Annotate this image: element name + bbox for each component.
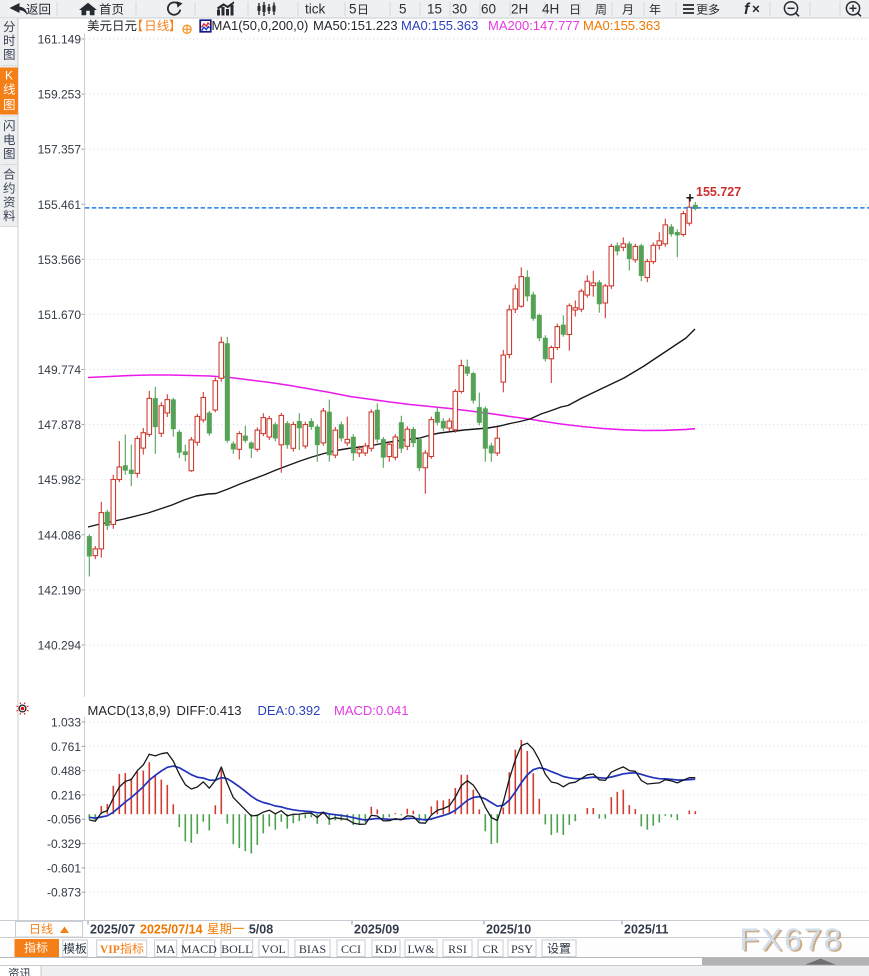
svg-text:2025/09: 2025/09 [354, 923, 399, 937]
svg-text:161.149: 161.149 [38, 33, 82, 47]
svg-text:PSY: PSY [511, 942, 533, 956]
svg-text:151.670: 151.670 [38, 308, 82, 322]
svg-text:142.190: 142.190 [38, 583, 82, 597]
svg-text:MACD(13,8,9): MACD(13,8,9) [88, 703, 171, 718]
svg-text:LW&: LW& [407, 942, 435, 956]
svg-text:2025/07/14: 2025/07/14 [140, 923, 203, 937]
svg-text:DIFF:0.413: DIFF:0.413 [177, 703, 242, 718]
svg-text:15: 15 [427, 2, 442, 17]
svg-text:5: 5 [349, 2, 357, 17]
svg-text:CCI: CCI [341, 942, 361, 956]
svg-text:BIAS: BIAS [299, 942, 326, 956]
svg-text:KDJ: KDJ [375, 942, 397, 956]
svg-text:153.566: 153.566 [38, 253, 82, 267]
svg-text:MACD: MACD [181, 942, 217, 956]
svg-text:MA50:151.223: MA50:151.223 [313, 18, 398, 33]
svg-text:145.982: 145.982 [38, 473, 82, 487]
svg-text:2025/07: 2025/07 [90, 923, 135, 937]
svg-text:MACD:0.041: MACD:0.041 [334, 703, 408, 718]
svg-text:149.774: 149.774 [38, 363, 82, 377]
svg-text:-0.056: -0.056 [47, 813, 81, 827]
svg-text:2025/11: 2025/11 [624, 923, 669, 937]
svg-text:MA0:155.363: MA0:155.363 [583, 18, 660, 33]
svg-text:-0.873: -0.873 [47, 886, 81, 900]
svg-text:2H: 2H [511, 2, 528, 17]
svg-text:×: × [752, 2, 760, 17]
svg-text:-0.601: -0.601 [47, 861, 81, 875]
svg-text:CR: CR [482, 942, 498, 956]
svg-text:RSI: RSI [448, 942, 467, 956]
svg-text:0.761: 0.761 [51, 740, 81, 754]
svg-text:0.488: 0.488 [51, 764, 81, 778]
svg-text:MA: MA [156, 942, 176, 956]
svg-text:4H: 4H [542, 2, 559, 17]
svg-text:1.033: 1.033 [51, 716, 81, 730]
svg-text:FX678: FX678 [740, 921, 844, 957]
svg-text:140.294: 140.294 [38, 638, 82, 652]
svg-text:f: f [744, 1, 751, 18]
svg-text:MA200:147.777: MA200:147.777 [488, 18, 580, 33]
svg-text:-0.329: -0.329 [47, 837, 81, 851]
svg-text:147.878: 147.878 [38, 418, 82, 432]
svg-text:155.727: 155.727 [696, 185, 741, 199]
svg-text:BOLL: BOLL [221, 942, 252, 956]
svg-text:MA0:155.363: MA0:155.363 [401, 18, 478, 33]
svg-text:2025/10: 2025/10 [486, 923, 531, 937]
svg-text:VOL: VOL [261, 942, 286, 956]
svg-text:155.461: 155.461 [38, 198, 82, 212]
svg-text:FX678: FX678 [742, 923, 846, 959]
svg-text:DEA:0.392: DEA:0.392 [258, 703, 321, 718]
svg-text:5: 5 [399, 2, 407, 17]
svg-text:VIP: VIP [100, 944, 120, 956]
svg-text:157.357: 157.357 [38, 143, 82, 157]
svg-text:60: 60 [481, 2, 496, 17]
svg-text:159.253: 159.253 [38, 88, 82, 102]
svg-text:30: 30 [452, 2, 467, 17]
svg-text:K: K [5, 69, 13, 83]
svg-text:MA1(50,0,200,0): MA1(50,0,200,0) [212, 18, 309, 33]
svg-text:144.086: 144.086 [38, 528, 82, 542]
svg-text:0.216: 0.216 [51, 788, 81, 802]
svg-text:tick: tick [305, 2, 326, 17]
